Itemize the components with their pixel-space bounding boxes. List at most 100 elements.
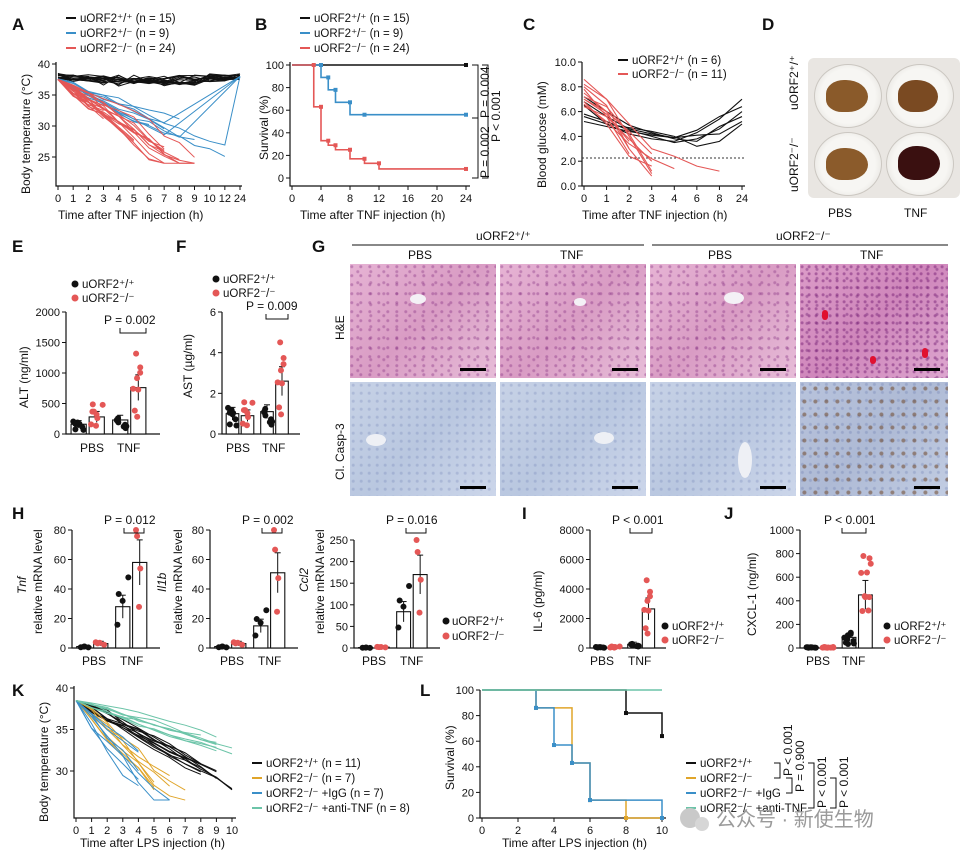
h-subchart	[358, 537, 428, 651]
micrograph-he-ko-tnf	[800, 264, 948, 378]
legend-b-ko: uORF2⁻/⁻ (n = 24)	[314, 43, 410, 55]
legend-f-wt: uORF2⁺/⁺	[223, 274, 275, 286]
y-tick-label: 35	[56, 725, 68, 737]
data-point	[134, 375, 141, 382]
censor-mark	[362, 156, 367, 161]
x-tick-label: 0	[479, 825, 485, 837]
x-tick-label: 12	[219, 193, 231, 205]
panel-b-xlabel: Time after TNF injection (h)	[300, 208, 445, 222]
data-point	[115, 590, 122, 597]
data-point	[417, 576, 424, 583]
trace-ko	[583, 83, 720, 172]
data-point	[594, 644, 601, 651]
panel-g-row-he: H&E	[333, 315, 347, 340]
data-point	[94, 640, 101, 647]
censor-mark	[319, 63, 323, 67]
y-tick-label: 0	[342, 643, 348, 655]
data-point	[861, 593, 868, 600]
data-point	[642, 625, 649, 632]
legend-h-ko: uORF2⁻/⁻	[452, 631, 504, 643]
y-tick-label: 40	[462, 762, 474, 774]
survival-curve	[482, 689, 663, 818]
panel-l: 0 20 40 60 80 100 0 2 4 6 8 10 Survival (%) Time a…	[443, 685, 851, 850]
panel-a-ylabel: Body temperature (°C)	[19, 74, 33, 194]
micrograph-he-wt-pbs	[350, 264, 496, 378]
data-point	[827, 644, 834, 651]
y-tick-label: 4	[210, 348, 216, 360]
panel-k: 30 35 40 0 1 2 3 4 5 6 7 8 9 10 Body temperature (°C…	[37, 683, 410, 850]
data-point	[114, 621, 121, 628]
x-tick-label: 1	[89, 825, 95, 837]
panel-l-p1: P < 0.001	[781, 724, 795, 776]
panel-i-group-pbs: PBS	[590, 654, 614, 668]
data-point	[645, 607, 652, 614]
legend-b-het: uORF2⁺/⁻ (n = 9)	[314, 28, 403, 40]
data-point	[396, 597, 403, 604]
y-tick-label: 0	[198, 643, 204, 655]
data-point	[119, 597, 126, 604]
data-point	[644, 630, 651, 637]
censor-mark	[326, 75, 331, 80]
data-point	[232, 640, 239, 647]
legend-i-ko: uORF2⁻/⁻	[672, 635, 724, 647]
x-tick-label: 4	[135, 825, 141, 837]
censor-mark	[534, 705, 538, 710]
x-tick-label: 0	[55, 193, 61, 205]
panel-h-ylabel-il1b: relative mRNA level	[171, 529, 185, 634]
trace-igg	[75, 700, 139, 753]
panel-h-bars	[76, 527, 428, 651]
data-point	[845, 641, 852, 648]
x-tick-label: 10	[656, 825, 668, 837]
data-point	[414, 548, 421, 555]
y-tick-label: 8000	[560, 525, 584, 537]
legend-j-ko: uORF2⁻/⁻	[894, 635, 946, 647]
panel-label-b: B	[255, 15, 267, 34]
x-tick-label: 1	[70, 193, 76, 205]
panel-j-y-ticks: 0 200 400 600 800 1000	[770, 525, 800, 655]
panel-h-p-ccl2: P = 0.016	[386, 513, 438, 527]
data-point	[223, 644, 230, 651]
y-tick-label: 100	[266, 60, 284, 72]
panel-h-gene-tnf: Tnf	[15, 575, 29, 594]
data-point	[239, 641, 246, 648]
y-tick-label: 500	[42, 399, 60, 411]
panel-d-row-wt: uORF2⁺/⁺	[787, 55, 801, 110]
liver-wt-tnf	[898, 80, 938, 112]
data-point	[85, 644, 92, 651]
panel-b-ylabel: Survival (%)	[257, 95, 271, 160]
h-subchart	[76, 527, 148, 651]
panel-label-l: L	[420, 681, 430, 700]
trace-ko	[583, 98, 630, 142]
panel-g-col-1: PBS	[408, 248, 432, 262]
panel-k-x-ticks: 0 1 2 3 4 5 6 7 8 9 10	[73, 818, 238, 837]
censor-mark	[552, 743, 556, 748]
x-tick-label: 2	[104, 825, 110, 837]
legend-a-het: uORF2⁺/⁻ (n = 9)	[80, 28, 169, 40]
x-tick-label: 9	[213, 825, 219, 837]
data-point	[90, 408, 97, 415]
x-tick-label: 8	[623, 825, 629, 837]
panel-g: uORF2⁺/⁺ uORF2⁻/⁻ PBS TNF PBS TNF H&E Cl…	[333, 229, 948, 480]
panel-e-group-pbs: PBS	[80, 441, 104, 455]
x-tick-label: 3	[649, 193, 655, 205]
data-point	[122, 421, 129, 428]
trace-ko	[583, 106, 653, 162]
panel-f-group-tnf: TNF	[262, 441, 285, 455]
panel-b: uORF2⁺/⁺ (n = 15) uORF2⁺/⁻ (n = 9) uORF2…	[257, 13, 503, 222]
panel-d-row-ko: uORF2⁻/⁻	[787, 137, 801, 192]
x-tick-label: 24	[234, 193, 246, 205]
panel-l-ylabel: Survival (%)	[443, 725, 457, 790]
panel-h-group-tnf-3: TNF	[400, 654, 423, 668]
y-tick-label: 8.0	[561, 82, 576, 94]
data-point	[94, 415, 101, 422]
trace-ko	[583, 78, 653, 174]
y-tick-label: 0	[788, 643, 794, 655]
panel-j-ylabel: CXCL-1 (ng/ml)	[745, 553, 759, 636]
legend-e-ko: uORF2⁻/⁻	[82, 293, 134, 305]
data-point	[276, 404, 283, 411]
panel-h-p-tnf: P = 0.012	[104, 513, 156, 527]
panel-d: uORF2⁺/⁺ uORF2⁻/⁻ PBS TNF	[787, 55, 927, 220]
liver-ko-tnf	[898, 146, 940, 180]
watermark: 公众号 · 新使生物	[680, 808, 874, 831]
